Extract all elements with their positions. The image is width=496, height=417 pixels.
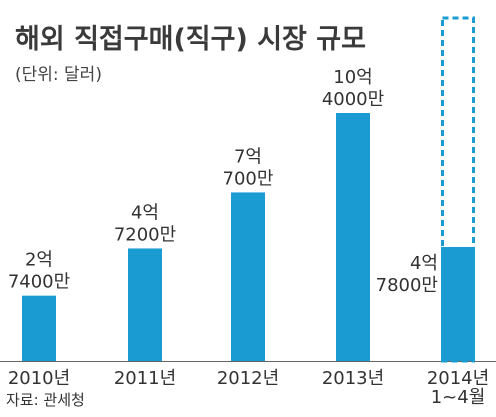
projected-bar-outline — [441, 16, 475, 363]
value-label-1-0: 4억 — [131, 202, 159, 223]
bar-1 — [128, 248, 162, 361]
value-label-4-0: 4억 — [410, 253, 438, 274]
value-label-1-1: 7200만 — [114, 224, 176, 245]
chart-marks: 2억7400만2010년4억7200만2011년7억700만2012년10억40… — [0, 16, 496, 408]
x-tick-label-0-0: 2010년 — [8, 368, 70, 389]
value-label-3-1: 4000만 — [322, 89, 384, 110]
x-tick-label-4-0: 2014년 — [427, 368, 489, 389]
x-tick-label-1-0: 2011년 — [114, 368, 176, 389]
bar-4 — [441, 247, 475, 361]
value-label-3-0: 10억 — [333, 67, 372, 88]
value-label-2-1: 700만 — [223, 168, 274, 189]
bar-3 — [336, 113, 370, 361]
x-tick-label-4-1: 1~4월 — [431, 387, 486, 408]
x-tick-label-3-0: 2013년 — [322, 368, 384, 389]
value-label-4-1: 7800만 — [376, 275, 438, 296]
value-label-0-1: 7400만 — [8, 272, 70, 293]
bar-0 — [22, 295, 56, 361]
source-note: 자료: 관세청 — [6, 391, 85, 409]
chart-title: 해외 직접구매(직구) 시장 규모 — [15, 24, 366, 55]
unit-note: (단위: 달러) — [15, 65, 102, 85]
value-label-2-0: 7억 — [234, 146, 262, 167]
value-label-0-0: 2억 — [25, 250, 53, 271]
bar-2 — [231, 192, 265, 361]
x-tick-label-2-0: 2012년 — [217, 368, 279, 389]
